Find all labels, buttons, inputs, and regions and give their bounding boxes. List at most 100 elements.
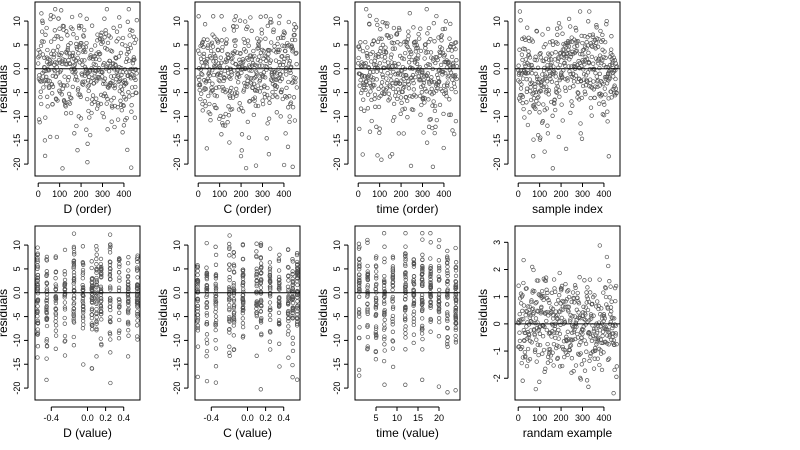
data-point [240, 274, 245, 279]
data-point [552, 97, 557, 102]
data-point [532, 81, 537, 87]
data-point [72, 62, 78, 67]
data-point [233, 14, 238, 19]
data-point [437, 277, 442, 282]
data-point [231, 323, 236, 328]
y-tick-label: 5 [12, 42, 22, 47]
data-point [420, 69, 425, 74]
data-point [35, 273, 41, 278]
data-point [580, 40, 585, 46]
data-point [453, 273, 459, 279]
data-point [288, 70, 293, 75]
data-point [63, 111, 69, 116]
data-point [231, 51, 236, 57]
data-point [560, 363, 565, 369]
data-point [522, 115, 527, 120]
data-point [239, 148, 244, 153]
data-point [567, 69, 572, 74]
data-point [596, 61, 601, 66]
data-point [226, 104, 231, 109]
data-point [374, 77, 379, 82]
data-point [48, 134, 53, 140]
data-point [426, 25, 432, 31]
data-point [49, 82, 55, 87]
data-point [290, 80, 295, 85]
data-point [254, 71, 259, 76]
x-tick-label: -0.4 [204, 413, 220, 423]
data-point [218, 113, 223, 119]
data-point [98, 309, 104, 314]
data-point [57, 80, 62, 85]
data-point [94, 262, 99, 267]
data-point [390, 264, 396, 269]
data-point [195, 263, 200, 268]
data-point [411, 316, 417, 321]
data-point [280, 62, 286, 68]
data-point [591, 366, 597, 371]
data-point [283, 131, 288, 136]
data-point [79, 24, 84, 29]
data-point [215, 47, 220, 52]
data-point [94, 311, 99, 317]
data-point [50, 91, 55, 96]
x-tick-label: 400 [596, 413, 611, 423]
data-point [231, 347, 236, 352]
data-point [380, 19, 385, 25]
points-randam-example [516, 243, 619, 396]
data-point [254, 302, 259, 307]
data-point [390, 313, 396, 319]
data-point [195, 278, 201, 283]
data-point [377, 130, 382, 136]
data-point [71, 279, 77, 284]
data-point [125, 274, 131, 280]
data-point [35, 266, 40, 271]
data-point [551, 363, 556, 368]
data-point [449, 42, 454, 47]
data-point [108, 287, 113, 292]
data-point [81, 287, 86, 292]
data-point [256, 45, 261, 51]
data-point [453, 337, 459, 343]
data-point [579, 95, 584, 101]
data-point [447, 36, 452, 41]
data-point [35, 355, 40, 360]
data-point [519, 52, 525, 57]
data-point [451, 64, 456, 69]
data-point [538, 55, 543, 60]
data-point [276, 20, 282, 26]
data-point [107, 58, 113, 64]
data-point [286, 355, 291, 360]
data-point [588, 354, 593, 359]
data-point [560, 304, 566, 309]
data-point [413, 94, 419, 99]
x-axis-title: C (value) [223, 426, 272, 440]
data-point [275, 36, 281, 41]
data-point [40, 18, 45, 23]
data-point [605, 109, 610, 114]
data-point [378, 68, 384, 74]
data-point [576, 91, 581, 96]
data-point [218, 66, 223, 71]
data-point [115, 74, 121, 79]
x-tick-label: 100 [372, 189, 387, 199]
data-point [225, 120, 230, 125]
data-point [62, 353, 68, 358]
data-point [584, 300, 589, 305]
data-point [382, 382, 387, 387]
data-point [39, 79, 44, 84]
data-point [267, 308, 272, 313]
data-point [542, 149, 547, 154]
data-point [222, 123, 228, 128]
y-tick-label: -10 [12, 334, 22, 347]
data-point [410, 78, 415, 83]
data-point [227, 267, 232, 272]
data-point [586, 50, 591, 55]
y-tick-label: -2 [492, 374, 502, 382]
data-point [390, 346, 396, 351]
data-point [213, 323, 218, 328]
data-point [558, 309, 563, 314]
data-point [287, 94, 292, 99]
data-point [103, 31, 109, 36]
data-point [420, 298, 425, 303]
data-point [246, 43, 251, 48]
